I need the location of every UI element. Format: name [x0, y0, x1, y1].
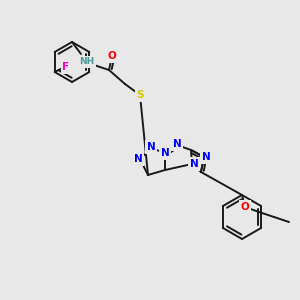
Text: NH: NH	[80, 58, 94, 67]
Text: N: N	[160, 148, 169, 158]
Text: F: F	[62, 62, 69, 72]
Text: N: N	[202, 152, 210, 162]
Text: S: S	[136, 90, 144, 100]
Text: N: N	[172, 139, 182, 149]
Text: O: O	[108, 51, 116, 61]
Text: N: N	[134, 154, 142, 164]
Text: O: O	[241, 202, 249, 212]
Text: N: N	[147, 142, 155, 152]
Text: N: N	[190, 159, 198, 169]
